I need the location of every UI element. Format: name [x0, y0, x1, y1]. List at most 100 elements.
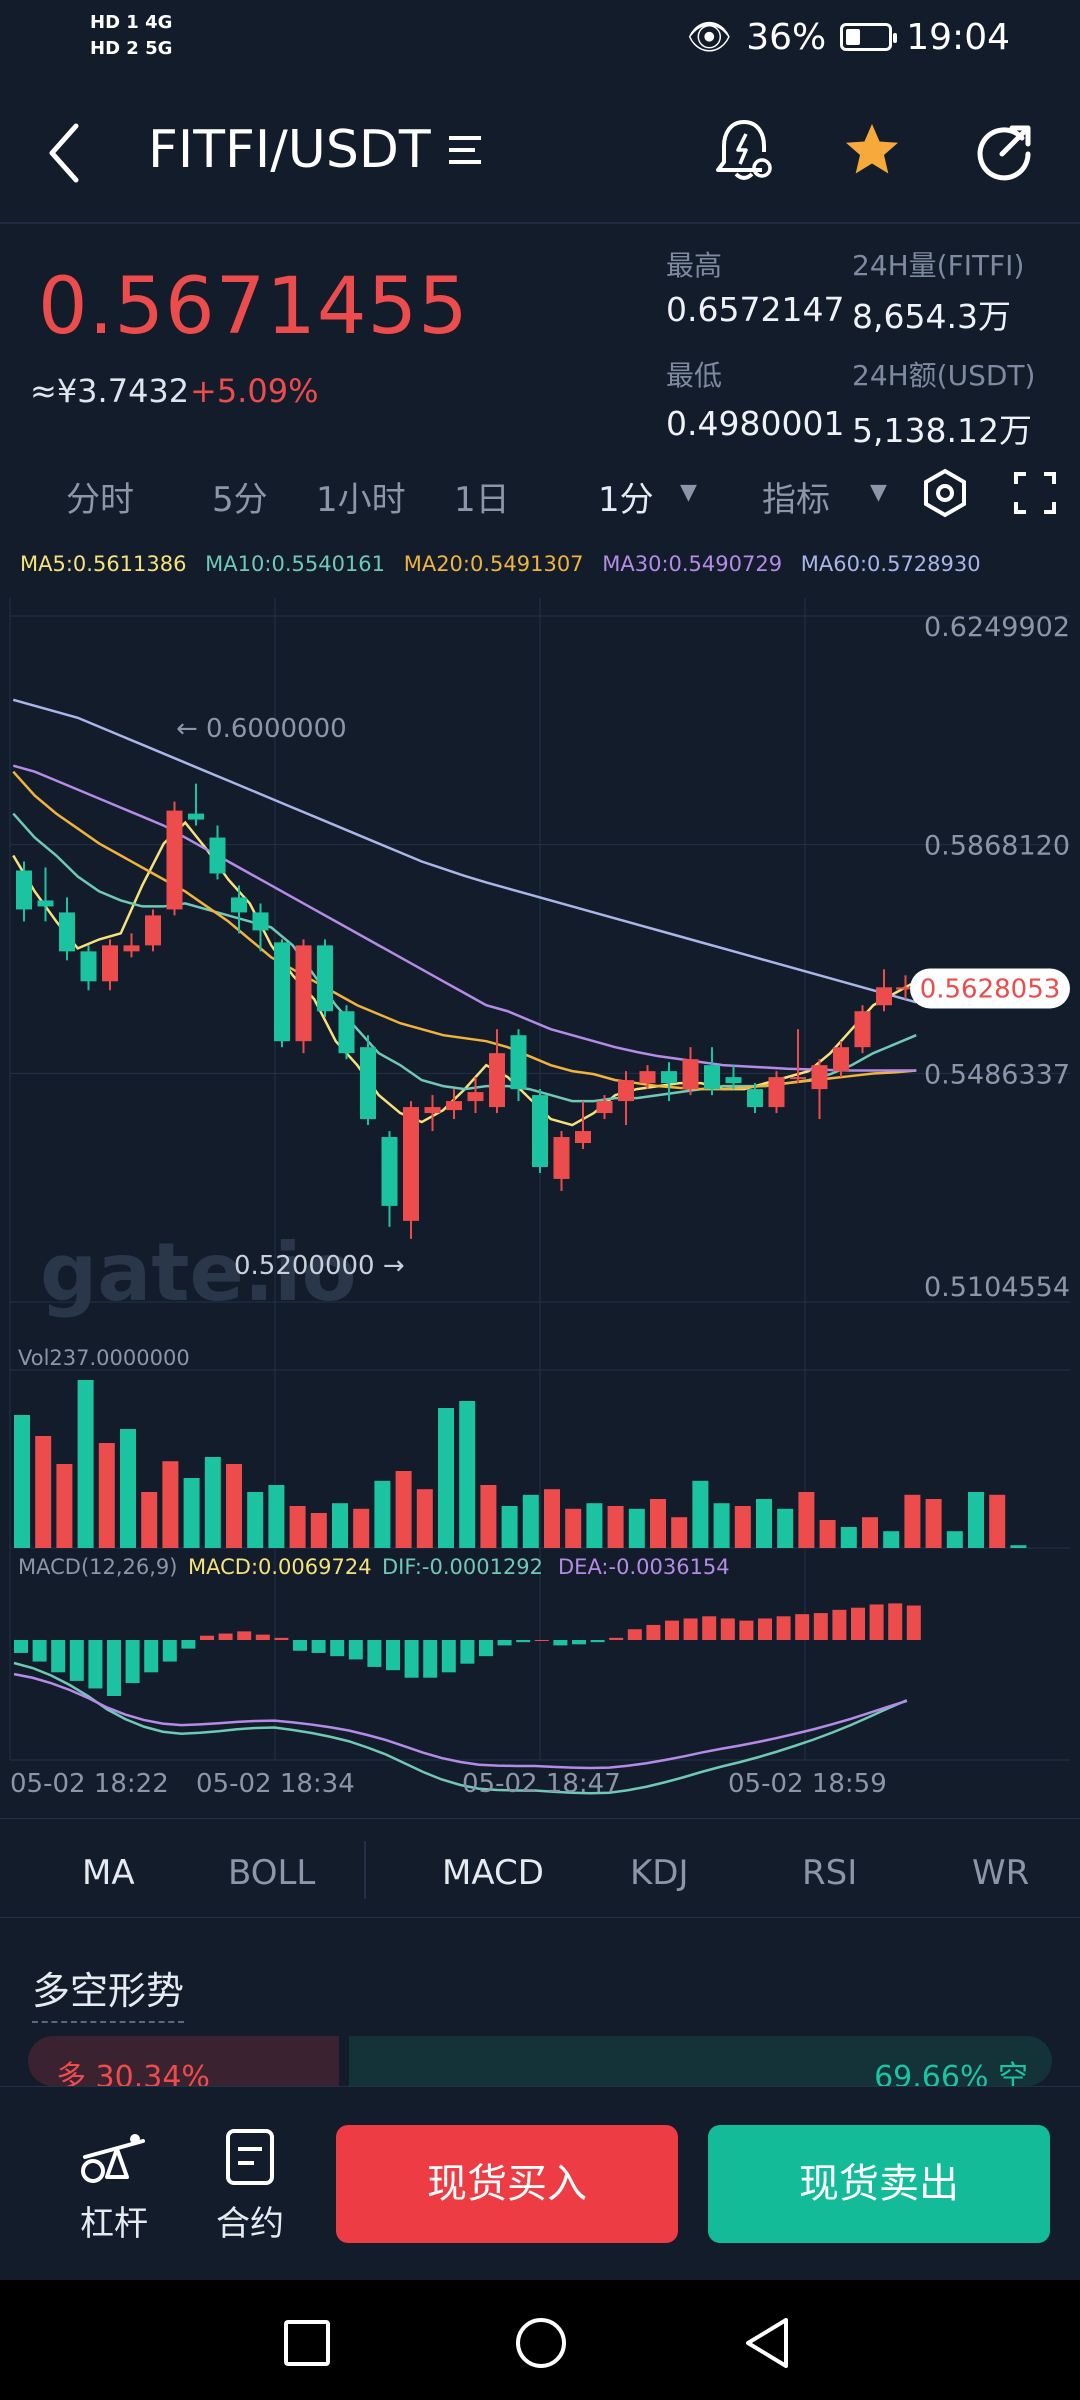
volume-bar — [1010, 1545, 1027, 1548]
tf-option[interactable]: 1日 — [454, 480, 510, 520]
candle-body — [59, 912, 75, 952]
candle-body — [704, 1065, 720, 1090]
volume-bar — [565, 1508, 582, 1548]
macd-bar — [237, 1631, 252, 1640]
candle — [360, 1035, 376, 1126]
clock: 19:04 — [906, 16, 1010, 58]
price-cny: ≈¥3.7432 — [30, 372, 190, 410]
volume-value: 8,654.3万 — [852, 297, 1011, 336]
settings-hex-icon[interactable] — [920, 468, 970, 518]
watermark: gate.io — [40, 1226, 357, 1319]
macd-bar — [888, 1603, 903, 1640]
pair-selector[interactable]: FITFI/USDT — [148, 120, 485, 180]
macd-bar — [69, 1640, 84, 1681]
macd-bar — [832, 1609, 847, 1640]
back-nav-icon[interactable] — [742, 2316, 792, 2370]
macd-bar — [906, 1605, 921, 1640]
candle — [403, 1101, 419, 1239]
candle — [811, 1059, 828, 1120]
sim1-signal: HD 1 4G — [90, 12, 173, 33]
dif-label: DIF:-0.0001292 — [382, 1555, 543, 1579]
candle — [790, 1029, 806, 1084]
macd-bar — [665, 1620, 679, 1640]
price-alert-icon[interactable] — [712, 116, 776, 186]
volume-bar — [713, 1503, 730, 1548]
bottom-action-bar: 杠杆 合约 现货买入 现货卖出 — [0, 2086, 1080, 2280]
indicator-select[interactable]: 指标 — [762, 480, 830, 520]
volume-bar — [141, 1492, 158, 1548]
macd-bar — [534, 1640, 549, 1641]
macd-bar — [441, 1640, 456, 1673]
volume-bar — [459, 1401, 476, 1548]
macd-params-label: MACD(12,26,9) — [18, 1555, 178, 1579]
status-bar: HD 1 4G HD 2 5G 👁 36% 19:04 — [0, 0, 1080, 80]
macd-bar — [813, 1613, 828, 1640]
candle-body — [80, 951, 97, 982]
spot-buy-button[interactable]: 现货买入 — [336, 2125, 678, 2243]
status-right: 👁 36% 19:04 — [687, 16, 1010, 59]
volume-bar — [501, 1506, 518, 1548]
back-arrow-icon[interactable] — [40, 118, 90, 188]
volume-bar — [819, 1520, 836, 1548]
tf-option[interactable]: 5分 — [212, 480, 268, 520]
tab-wr[interactable]: WR — [972, 1853, 1030, 1893]
volume-bar — [968, 1492, 984, 1548]
tab-rsi[interactable]: RSI — [802, 1853, 858, 1893]
tf-option[interactable]: 分时 — [66, 480, 134, 520]
ma20-line — [12, 770, 917, 1091]
candle-body — [682, 1059, 699, 1090]
home-icon[interactable] — [514, 2316, 568, 2370]
macd-bar — [367, 1640, 382, 1667]
macd-bar — [181, 1640, 196, 1649]
tab-macd[interactable]: MACD — [442, 1853, 544, 1893]
candle — [682, 1047, 699, 1096]
ma30-line — [12, 764, 917, 1072]
volume-bar — [925, 1499, 942, 1548]
candle-body — [188, 813, 204, 820]
macd-bar — [776, 1616, 791, 1640]
timeframe-bar: 分时 5分 1小时 1日 1分 ▼ 指标 ▼ — [0, 460, 1080, 530]
candle-body — [811, 1065, 828, 1090]
volume-bar — [226, 1464, 242, 1548]
macd-bar — [460, 1640, 475, 1664]
kline-chart[interactable]: gate.io 0.6249902 0.5868120 0.5486337 0.510… — [0, 580, 1080, 1800]
volume-bar — [310, 1513, 327, 1548]
candle — [747, 1083, 763, 1114]
tab-kdj[interactable]: KDJ — [630, 1853, 689, 1893]
tab-divider — [364, 1841, 366, 1899]
star-icon[interactable] — [842, 120, 902, 180]
spot-sell-button[interactable]: 现货卖出 — [708, 2125, 1050, 2243]
candle — [59, 897, 75, 961]
fullscreen-icon[interactable] — [1012, 470, 1058, 516]
volume-bar — [989, 1494, 1006, 1548]
contract-button[interactable]: 合约 — [200, 2127, 300, 2245]
recent-apps-icon[interactable] — [282, 2318, 332, 2368]
candle-body — [747, 1089, 763, 1108]
candle-body — [532, 1095, 548, 1167]
short-bar — [348, 2036, 1052, 2086]
candle-body — [145, 915, 161, 946]
current-price-tag: 0.5628053 — [880, 968, 1070, 1009]
macd-bar — [572, 1640, 586, 1645]
ma5-label: MA5:0.5611386 — [20, 552, 187, 576]
candle-body — [446, 1101, 462, 1111]
candle — [768, 1071, 785, 1114]
share-icon[interactable] — [972, 118, 1038, 184]
macd-bar — [720, 1618, 735, 1640]
tf-option[interactable]: 1小时 — [316, 480, 406, 520]
candle-body — [618, 1080, 634, 1102]
candle-body — [876, 987, 892, 1006]
tab-boll[interactable]: BOLL — [228, 1853, 316, 1893]
volume-bar — [56, 1464, 73, 1548]
macd-bar — [386, 1640, 400, 1671]
price-change: +5.09% — [190, 372, 319, 410]
pair-title: FITFI/USDT — [148, 120, 431, 180]
candle — [295, 939, 312, 1054]
tf-selected[interactable]: 1分 — [598, 480, 654, 520]
candle — [854, 1005, 871, 1054]
leverage-button[interactable]: 杠杆 — [64, 2127, 164, 2245]
candle — [338, 1005, 355, 1060]
macd-bar — [646, 1624, 661, 1640]
tab-ma[interactable]: MA — [82, 1853, 135, 1893]
candle — [80, 945, 97, 991]
